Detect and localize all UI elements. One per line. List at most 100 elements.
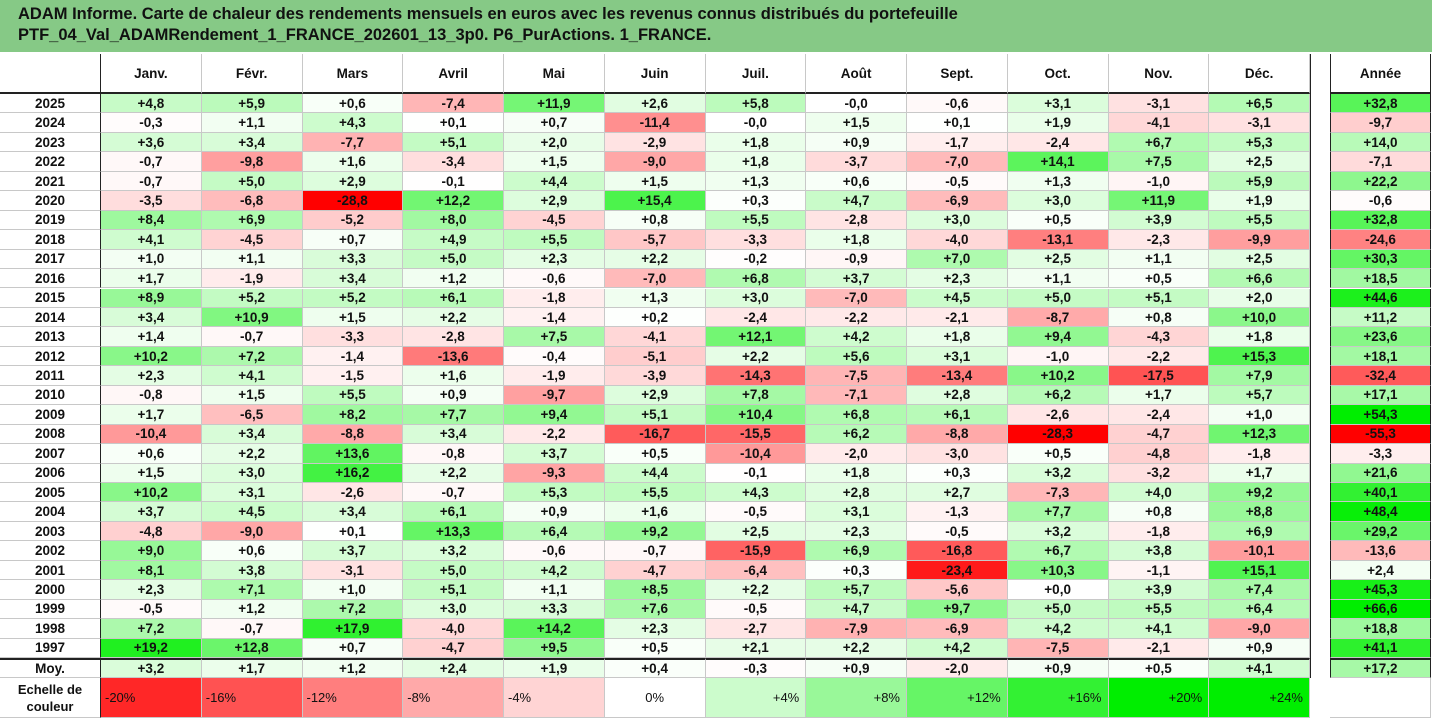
heat-cell: +2,9 [302, 171, 404, 192]
heat-cell: +4,2 [1007, 619, 1109, 639]
annual-cell: +32,8 [1330, 94, 1431, 114]
heat-cell: -0,0 [806, 94, 907, 114]
heat-cell: +2,2 [604, 249, 706, 270]
heat-cell: +0,8 [1108, 307, 1210, 328]
heat-cell: +2,3 [101, 580, 202, 600]
heat-cell: +5,1 [1108, 288, 1210, 308]
heat-cell: -9,9 [1209, 230, 1310, 250]
heat-cell: +2,3 [907, 269, 1008, 289]
heat-cell: +3,4 [302, 502, 404, 522]
heat-cell: +12,3 [1209, 424, 1310, 445]
heat-cell: +3,0 [705, 288, 807, 308]
heat-cell: +14,1 [1007, 152, 1109, 172]
heat-cell: -0,6 [504, 269, 605, 289]
month-header-1: Janv. [101, 54, 202, 94]
year-label-2020: 2020 [0, 191, 101, 211]
heat-cell: -7,0 [604, 269, 706, 289]
heat-cell: +6,9 [201, 210, 303, 231]
heat-cell: -2,2 [806, 307, 907, 328]
heat-cell: +2,2 [403, 463, 504, 483]
year-label-2011: 2011 [0, 366, 101, 386]
heat-cell: +1,3 [1007, 171, 1109, 192]
heat-cell: +4,3 [302, 113, 404, 133]
heat-cell: +9,7 [907, 599, 1008, 620]
heat-cell: +2,8 [806, 483, 907, 503]
heat-cell: -7,5 [806, 366, 907, 386]
heat-cell: +1,6 [604, 502, 706, 522]
heat-cell: -2,4 [1007, 132, 1109, 153]
average-cell: +0,4 [604, 658, 706, 679]
heat-cell: +1,1 [201, 113, 303, 133]
heat-cell: -11,4 [604, 113, 706, 133]
heat-cell: +16,2 [302, 463, 404, 483]
annual-header: Année [1330, 54, 1431, 94]
heat-cell: +9,2 [604, 521, 706, 542]
average-label: Moy. [0, 658, 101, 679]
annual-cell: +17,1 [1330, 385, 1431, 406]
heat-cell: +5,8 [705, 94, 807, 114]
year-label-2000: 2000 [0, 580, 101, 600]
heat-cell: +1,7 [101, 269, 202, 289]
average-cell: +0,9 [806, 658, 907, 679]
year-label-2016: 2016 [0, 269, 101, 289]
year-label-2015: 2015 [0, 288, 101, 308]
scale-swatch: -16% [201, 678, 303, 718]
heat-cell: +1,0 [302, 580, 404, 600]
heat-cell: -1,8 [1209, 444, 1310, 464]
heat-cell: -5,1 [604, 346, 706, 367]
heat-cell: -0,5 [907, 521, 1008, 542]
heat-cell: +1,8 [806, 230, 907, 250]
heat-cell: +5,0 [201, 171, 303, 192]
heat-cell: +3,4 [302, 269, 404, 289]
heat-cell: +1,8 [705, 132, 807, 153]
heat-cell: +12,8 [201, 638, 303, 659]
heat-cell: +9,4 [1007, 327, 1109, 347]
heat-cell: -4,1 [1108, 113, 1210, 133]
heat-cell: +3,6 [101, 132, 202, 153]
heat-cell: -4,7 [604, 560, 706, 581]
heat-cell: +9,4 [504, 405, 605, 425]
heat-cell: +4,4 [604, 463, 706, 483]
heat-cell: -1,3 [907, 502, 1008, 522]
heat-cell: +3,4 [403, 424, 504, 445]
heat-cell: -13,1 [1007, 230, 1109, 250]
heat-cell: +1,8 [806, 463, 907, 483]
heat-cell: +2,3 [806, 521, 907, 542]
heat-cell: +2,3 [504, 249, 605, 270]
heat-cell: +1,6 [403, 366, 504, 386]
heat-cell: -2,4 [1108, 405, 1210, 425]
average-cell: +0,9 [1007, 658, 1109, 679]
heat-cell: +3,4 [201, 132, 303, 153]
heat-cell: +0,6 [806, 171, 907, 192]
heat-cell: +1,5 [201, 385, 303, 406]
heat-cell: -1,4 [302, 346, 404, 367]
heat-cell: +6,2 [806, 424, 907, 445]
heat-cell: +2,6 [604, 94, 706, 114]
heat-cell: +5,0 [403, 249, 504, 270]
heat-cell: -9,8 [201, 152, 303, 172]
heat-cell: +6,9 [806, 541, 907, 561]
scale-swatch: -12% [302, 678, 404, 718]
heat-cell: +6,8 [705, 269, 807, 289]
heat-cell: +0,1 [302, 521, 404, 542]
heat-cell: +3,0 [907, 210, 1008, 231]
heat-cell: +0,6 [201, 541, 303, 561]
heat-cell: +3,4 [101, 307, 202, 328]
heat-cell: +0,7 [504, 113, 605, 133]
heat-cell: +5,2 [201, 288, 303, 308]
heat-cell: -8,8 [302, 424, 404, 445]
heat-cell: +5,6 [806, 346, 907, 367]
average-cell: -0,3 [705, 658, 807, 679]
heat-cell: +1,8 [705, 152, 807, 172]
heat-cell: +2,2 [705, 346, 807, 367]
heat-cell: +5,1 [604, 405, 706, 425]
annual-cell: +29,2 [1330, 521, 1431, 542]
heat-cell: -1,9 [201, 269, 303, 289]
year-label-2021: 2021 [0, 171, 101, 192]
heat-cell: -17,5 [1108, 366, 1210, 386]
heat-cell: +8,4 [101, 210, 202, 231]
heat-cell: +0,7 [302, 230, 404, 250]
heat-cell: -0,5 [705, 502, 807, 522]
annual-cell: +18,1 [1330, 346, 1431, 367]
heat-cell: +3,9 [1108, 580, 1210, 600]
